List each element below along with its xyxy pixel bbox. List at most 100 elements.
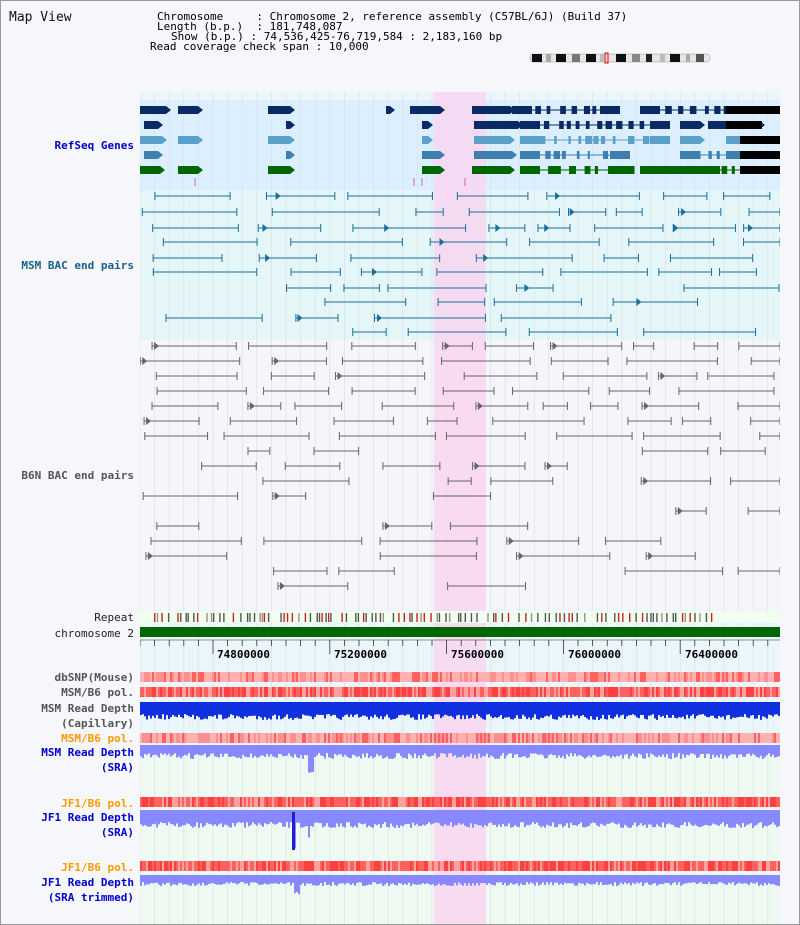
heat-cell	[758, 687, 760, 697]
depth-bar	[720, 745, 722, 755]
depth-bar	[380, 875, 382, 884]
heat-cell	[152, 861, 154, 871]
depth-bar	[462, 810, 464, 824]
depth-bar	[688, 810, 690, 823]
gene-exon	[716, 151, 720, 159]
heat-cell	[356, 672, 358, 682]
depth-bar	[286, 702, 288, 715]
gene-exon	[721, 166, 728, 174]
depth-bar	[276, 702, 278, 720]
track-label-refseq[interactable]: RefSeq Genes	[54, 139, 134, 152]
heat-cell	[576, 687, 578, 697]
gene-exon	[708, 151, 712, 159]
heat-cell	[770, 733, 772, 743]
heat-cell	[762, 672, 764, 682]
track-label-jf1-b6-pol[interactable]: JF1/B6 pol.	[61, 797, 134, 810]
heat-cell	[746, 672, 748, 682]
heat-cell	[220, 797, 222, 807]
heat-cell	[638, 672, 640, 682]
depth-bar	[244, 745, 246, 757]
depth-bar	[236, 810, 238, 824]
depth-bar	[234, 745, 236, 757]
depth-bar	[338, 745, 340, 755]
axis-tick-label: 75600000	[451, 648, 504, 661]
heat-cell	[434, 797, 436, 807]
depth-bar	[184, 745, 186, 755]
heat-cell	[380, 687, 382, 697]
track-label-msm-read-depth-capillary[interactable]: MSM Read Depth (Capillary)	[41, 702, 134, 730]
depth-bar	[750, 875, 752, 883]
show-label: Show (b.p.) : 74,536,425-76,719,584 : 2,…	[171, 30, 503, 43]
heat-cell	[264, 861, 266, 871]
chromosome-ideogram[interactable]	[528, 52, 714, 64]
track-label-jf1-b6-pol-2[interactable]: JF1/B6 pol.	[61, 861, 134, 874]
depth-bar	[210, 810, 212, 825]
heat-cell	[286, 672, 288, 682]
heat-cell	[240, 797, 242, 807]
bac-arrow	[644, 402, 650, 410]
depth-bar	[254, 875, 256, 883]
depth-bar	[532, 702, 534, 718]
track-label-dbsnp[interactable]: dbSNP(Mouse)	[54, 671, 134, 684]
genome-tracks-panel[interactable]	[140, 92, 780, 924]
track-label-msm-b6-pol[interactable]: MSM/B6 pol.	[61, 686, 134, 699]
gene-exon	[642, 136, 650, 144]
depth-bar	[430, 875, 432, 885]
track-label-jf1-read-depth-trim[interactable]: JF1 Read Depth (SRA trimmed)	[41, 876, 134, 904]
heat-cell	[270, 797, 272, 807]
depth-bar	[362, 702, 364, 716]
track-label-b6n-bac[interactable]: B6N BAC end pairs	[21, 469, 134, 482]
heat-cell	[746, 687, 748, 697]
heat-cell	[158, 733, 160, 743]
depth-bar	[218, 702, 220, 715]
heat-cell	[426, 687, 428, 697]
gene-arrow	[510, 166, 515, 174]
depth-bar	[494, 810, 496, 825]
repeat-mark	[641, 613, 644, 622]
heat-cell	[602, 861, 604, 871]
bac-arrow	[747, 224, 753, 232]
gene-exon	[600, 136, 606, 144]
depth-bar	[346, 745, 348, 757]
heat-cell	[338, 797, 340, 807]
depth-bar	[668, 702, 670, 718]
depth-bar	[578, 745, 580, 755]
repeat-mark	[650, 613, 652, 622]
heat-cell	[692, 797, 694, 807]
depth-bar	[750, 745, 752, 756]
heat-cell	[318, 797, 320, 807]
heat-cell	[314, 733, 316, 743]
heat-cell	[442, 797, 444, 807]
gene-arrow	[440, 166, 445, 174]
heat-cell	[302, 733, 304, 743]
heat-cell	[650, 687, 652, 697]
heat-cell	[394, 687, 396, 697]
depth-bar	[724, 702, 726, 720]
depth-bar	[176, 745, 178, 758]
depth-bar	[618, 702, 620, 718]
heat-cell	[480, 687, 482, 697]
depth-bar	[768, 810, 770, 826]
heat-cell	[230, 861, 232, 871]
heat-cell	[220, 672, 222, 682]
depth-bar	[534, 875, 536, 886]
heat-cell	[234, 797, 236, 807]
heat-cell	[238, 672, 240, 682]
heat-cell	[338, 733, 340, 743]
heat-cell	[600, 861, 602, 871]
track-label-msm-bac[interactable]: MSM BAC end pairs	[21, 259, 134, 272]
heat-cell	[512, 672, 514, 682]
depth-bar	[338, 702, 340, 719]
heat-cell	[536, 733, 538, 743]
heat-cell	[618, 672, 620, 682]
depth-bar	[554, 702, 556, 720]
track-label-jf1-read-depth-sra[interactable]: JF1 Read Depth (SRA)	[41, 811, 134, 839]
depth-bar	[712, 702, 714, 716]
track-label-msm-b6-pol-2[interactable]: MSM/B6 pol.	[61, 732, 134, 745]
gene-block	[680, 121, 700, 129]
track-label-msm-read-depth-sra[interactable]: MSM Read Depth (SRA)	[41, 746, 134, 774]
depth-bar	[368, 810, 370, 826]
heat-cell	[186, 733, 188, 743]
heat-cell	[228, 797, 230, 807]
heat-cell	[716, 672, 718, 682]
